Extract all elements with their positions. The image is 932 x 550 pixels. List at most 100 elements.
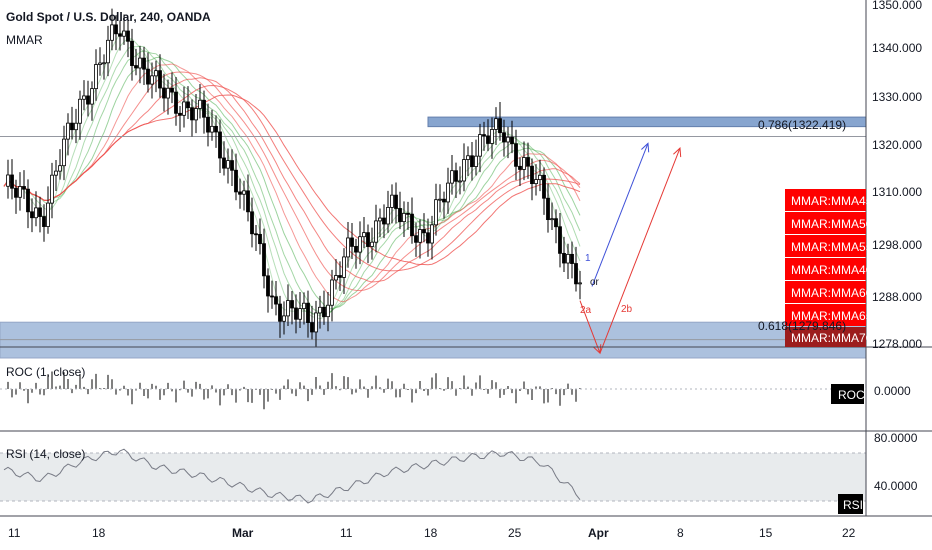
- candle-body: [526, 157, 530, 167]
- mma-label-bg: [785, 281, 866, 303]
- candle-body: [50, 174, 54, 204]
- candle-body: [258, 234, 262, 245]
- mma-label-bg: [785, 327, 866, 347]
- rsi-title: RSI (14, close): [6, 447, 85, 461]
- candle-body: [406, 212, 410, 215]
- candle-body: [34, 207, 38, 219]
- candle-body: [522, 157, 526, 170]
- candle-body: [542, 174, 546, 199]
- candle-body: [138, 57, 142, 69]
- rsi-band-fill: [0, 453, 866, 501]
- wave-1-label: 1: [585, 253, 591, 264]
- time-tick: 8: [677, 526, 684, 540]
- candle-body: [82, 95, 86, 100]
- rsi-band: [0, 452, 866, 502]
- time-axis[interactable]: 11 18 Mar 11 18 25 Apr 8 15 22: [8, 526, 856, 540]
- price-tick: 1288.000: [872, 290, 922, 304]
- candle-body: [70, 122, 74, 131]
- candle-body: [62, 138, 66, 167]
- wave-2a-label: 2a: [580, 305, 592, 316]
- time-tick: Apr: [588, 526, 609, 540]
- candle-body: [394, 194, 398, 209]
- candle-body: [102, 62, 106, 65]
- roc-tick: 0.0000: [874, 384, 911, 398]
- candle-body: [206, 116, 210, 133]
- candle-body: [222, 157, 226, 169]
- candle-body: [426, 232, 430, 244]
- time-tick: 22: [842, 526, 856, 540]
- candle-body: [142, 57, 146, 70]
- candle-body: [474, 155, 478, 167]
- candle-body: [310, 322, 314, 333]
- time-tick: 18: [92, 526, 106, 540]
- rsi-line: [3, 448, 581, 504]
- candle-body: [430, 224, 434, 244]
- candle-body: [174, 91, 178, 114]
- candle-body: [266, 275, 270, 297]
- price-axis[interactable]: 1350.000 1340.000 1330.000 1320.000 1310…: [872, 0, 922, 351]
- candle-body: [326, 304, 330, 318]
- mma-label-bg: [785, 212, 866, 234]
- candle-body: [574, 263, 578, 285]
- projection-arrow-red-down: [579, 300, 601, 354]
- candle-body: [410, 213, 414, 237]
- candle-body: [382, 217, 386, 225]
- candle-body: [186, 101, 190, 109]
- candle-body: [446, 182, 450, 203]
- candle-body: [118, 33, 122, 37]
- time-tick: 11: [8, 526, 21, 540]
- candle-body: [546, 197, 550, 221]
- price-tick: 1278.000: [872, 337, 922, 351]
- mma-line: [3, 57, 581, 310]
- candle-body: [374, 220, 378, 243]
- mma-label: MMAR:MMA60: [791, 286, 873, 300]
- candle-body: [54, 170, 58, 176]
- rsi-tick: 40.0000: [874, 479, 918, 493]
- candle-body: [130, 40, 134, 66]
- candle-body: [554, 218, 558, 228]
- candle-body: [502, 132, 506, 143]
- candle-body: [286, 300, 290, 317]
- candle-body: [194, 108, 198, 121]
- projection-arrow-red-up-head: [673, 147, 682, 158]
- candle-body: [66, 122, 70, 140]
- candle-body: [342, 256, 346, 278]
- candle-body: [458, 180, 462, 183]
- fib-label-lower: 0.618(1279.846): [758, 319, 846, 333]
- candle-body: [366, 232, 370, 247]
- candle-body: [570, 253, 574, 264]
- indicator-name: MMAR: [6, 33, 43, 47]
- candle-body: [42, 216, 46, 227]
- candle-body: [498, 118, 502, 134]
- candle-body: [370, 241, 374, 247]
- price-tick: 1298.000: [872, 238, 922, 252]
- mma-line: [3, 45, 581, 315]
- candle-body: [202, 99, 206, 118]
- candle-body: [94, 64, 98, 90]
- candle-body: [154, 70, 158, 77]
- candle-body: [254, 233, 258, 236]
- candle-body: [450, 170, 454, 184]
- candle-body: [214, 125, 218, 133]
- mma-label-stack: MMAR:MMA45 MMAR:MMA50 MMAR:MMA55 MMAR:MM…: [785, 189, 873, 347]
- wave-or-label: or: [590, 277, 600, 288]
- mma-label: MMAR:MMA65: [791, 309, 873, 323]
- candle-body: [494, 118, 498, 130]
- candle-body: [158, 70, 162, 89]
- time-tick: Mar: [232, 526, 254, 540]
- candle-body: [234, 169, 238, 193]
- mma-label-bg: [785, 258, 866, 280]
- candle-body: [442, 198, 446, 203]
- candle-body: [10, 174, 14, 189]
- candle-body: [422, 229, 426, 234]
- candle-body: [322, 306, 326, 318]
- projection-arrow-blue-head: [641, 142, 650, 153]
- mma-label: MMAR:MMA55: [791, 240, 873, 254]
- candle-body: [198, 99, 202, 109]
- candle-body: [146, 68, 150, 85]
- candle-body: [402, 212, 406, 223]
- mma-label: MMAR:MMA45: [791, 194, 873, 208]
- candle-body: [378, 217, 382, 222]
- candle-body: [302, 302, 306, 309]
- candle-body: [38, 207, 42, 217]
